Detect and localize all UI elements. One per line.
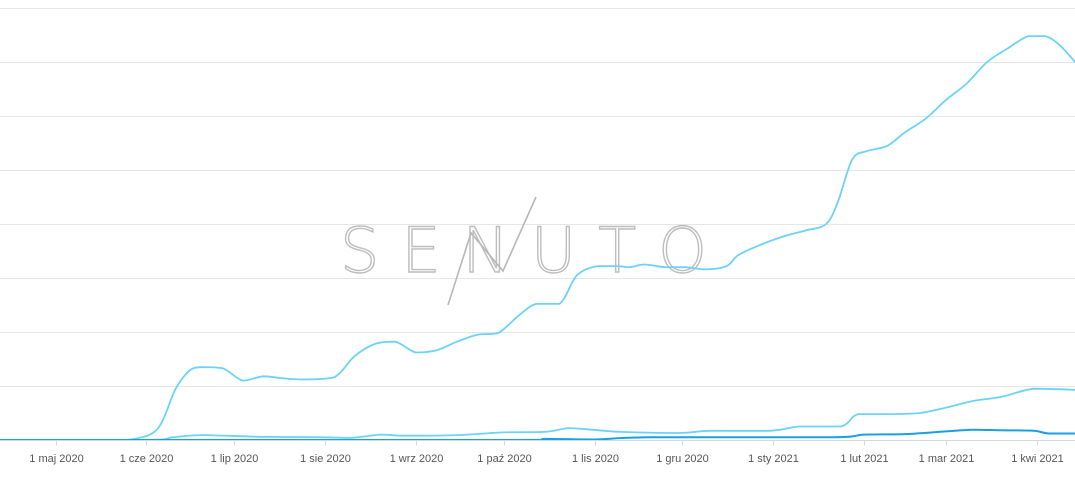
series-line-2 (0, 387, 1075, 441)
x-tick-label-10: 1 mar 2021 (919, 453, 975, 465)
series-line-1 (0, 35, 1075, 441)
x-tick-label-9: 1 lut 2021 (840, 453, 888, 465)
x-tick-label-6: 1 lis 2020 (572, 453, 619, 465)
series-line-3 (0, 428, 1075, 442)
x-axis: 1 maj 2020 1 cze 2020 1 lip 2020 1 sie 2020… (29, 440, 1064, 465)
x-tick-label-2: 1 lip 2020 (211, 453, 259, 465)
watermark-logo-text: SENUTO (340, 214, 729, 287)
watermark-slash-stroke (447, 196, 537, 306)
x-tick-label-11: 1 kwi 2021 (1011, 453, 1064, 465)
x-tick-label-8: 1 sty 2021 (748, 453, 799, 465)
x-tick-label-0: 1 maj 2020 (29, 453, 83, 465)
gridlines (0, 8, 1075, 387)
series-lines (0, 35, 1075, 442)
x-tick-label-4: 1 wrz 2020 (390, 453, 444, 465)
x-tick-label-7: 1 gru 2020 (656, 453, 709, 465)
x-tick-label-1: 1 cze 2020 (120, 453, 174, 465)
x-tick-label-3: 1 sie 2020 (300, 453, 351, 465)
senuto-watermark: SENUTO (339, 196, 729, 306)
x-tick-label-5: 1 paź 2020 (477, 453, 531, 465)
